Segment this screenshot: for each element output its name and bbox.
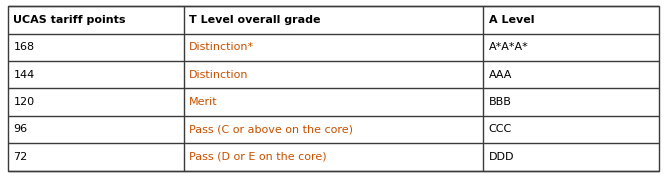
Text: Distinction*: Distinction* — [189, 42, 254, 52]
Text: 144: 144 — [13, 70, 35, 80]
Text: T Level overall grade: T Level overall grade — [189, 15, 321, 25]
Text: Distinction: Distinction — [189, 70, 249, 80]
Text: Pass (C or above on the core): Pass (C or above on the core) — [189, 124, 353, 135]
Text: 72: 72 — [13, 152, 27, 162]
Text: AAA: AAA — [488, 70, 512, 80]
Text: Merit: Merit — [189, 97, 217, 107]
Text: UCAS tariff points: UCAS tariff points — [13, 15, 126, 25]
Text: 120: 120 — [13, 97, 35, 107]
Text: 168: 168 — [13, 42, 35, 52]
Text: Pass (D or E on the core): Pass (D or E on the core) — [189, 152, 327, 162]
Text: A Level: A Level — [488, 15, 534, 25]
Text: CCC: CCC — [488, 124, 512, 135]
Text: A*A*A*: A*A*A* — [488, 42, 528, 52]
Text: 96: 96 — [13, 124, 27, 135]
Text: DDD: DDD — [488, 152, 514, 162]
Text: BBB: BBB — [488, 97, 512, 107]
